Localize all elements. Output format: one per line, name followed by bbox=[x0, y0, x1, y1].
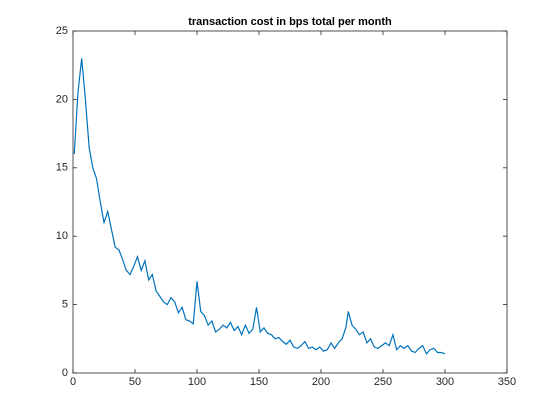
plot-area bbox=[72, 30, 508, 374]
y-tick-label: 15 bbox=[56, 162, 68, 174]
x-tick-label: 150 bbox=[250, 376, 268, 388]
y-tick-label: 25 bbox=[56, 25, 68, 37]
chart-title: transaction cost in bps total per month bbox=[188, 16, 392, 28]
x-tick-label: 0 bbox=[70, 376, 76, 388]
y-tick-label: 20 bbox=[56, 93, 68, 105]
x-tick-label: 100 bbox=[188, 376, 206, 388]
x-tick-label: 250 bbox=[374, 376, 392, 388]
x-tick-label: 50 bbox=[129, 376, 141, 388]
y-tick-label: 10 bbox=[56, 230, 68, 242]
x-tick-label: 350 bbox=[498, 376, 516, 388]
x-tick-label: 200 bbox=[312, 376, 330, 388]
y-tick-label: 0 bbox=[62, 367, 68, 379]
y-tick-label: 5 bbox=[62, 299, 68, 311]
x-tick-label: 300 bbox=[436, 376, 454, 388]
data-line bbox=[73, 58, 446, 355]
